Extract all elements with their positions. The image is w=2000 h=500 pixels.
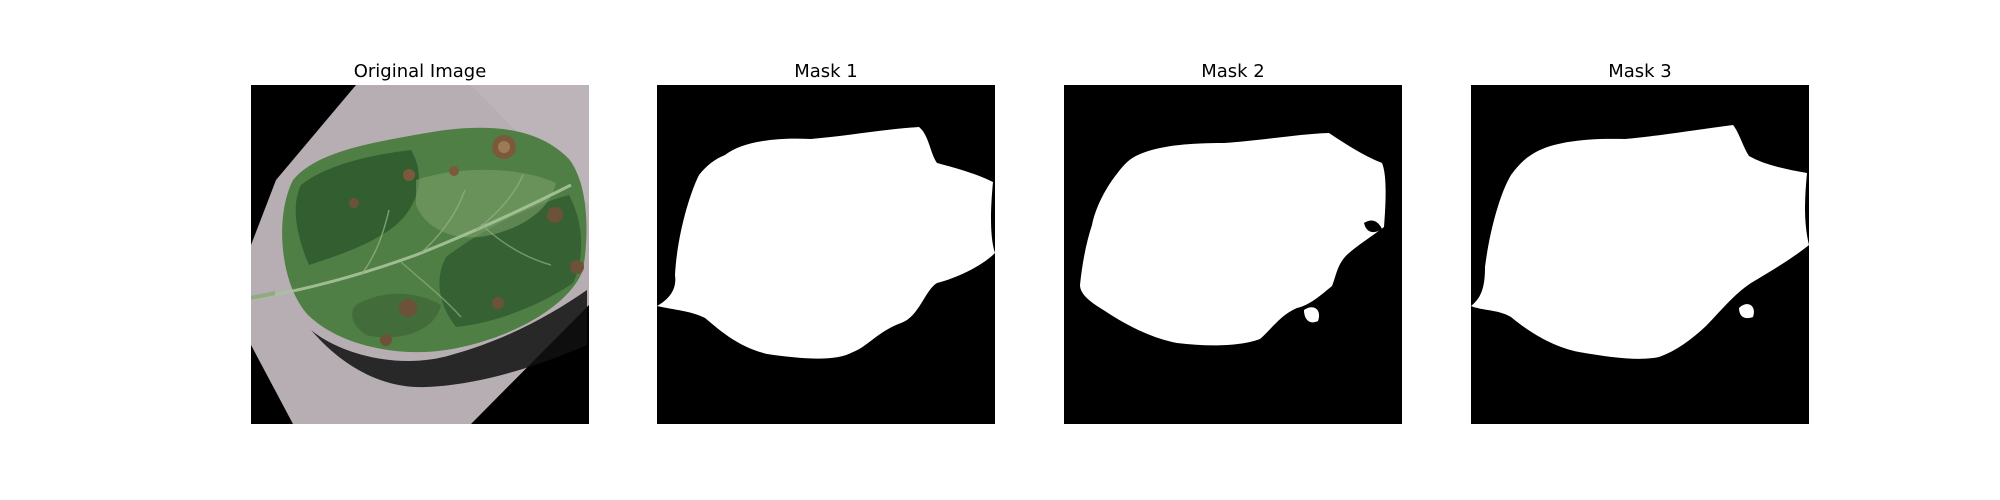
mask-2-image: [1064, 85, 1402, 424]
panel-title-mask-3: Mask 3: [1608, 61, 1672, 82]
panel-title-original-image: Original Image: [353, 61, 487, 82]
panel-mask-2: Mask 2: [1064, 60, 1402, 424]
panel-title-mask-2: Mask 2: [1201, 61, 1265, 82]
mask-1-image: [657, 85, 995, 424]
panel-mask-3: Mask 3: [1471, 60, 1809, 424]
original-leaf-image: [251, 85, 589, 424]
panel-original-image: Original Image: [251, 60, 589, 424]
mask-3-image: [1471, 85, 1809, 424]
panel-title-mask-1: Mask 1: [794, 61, 858, 82]
panel-mask-1: Mask 1: [657, 60, 995, 424]
